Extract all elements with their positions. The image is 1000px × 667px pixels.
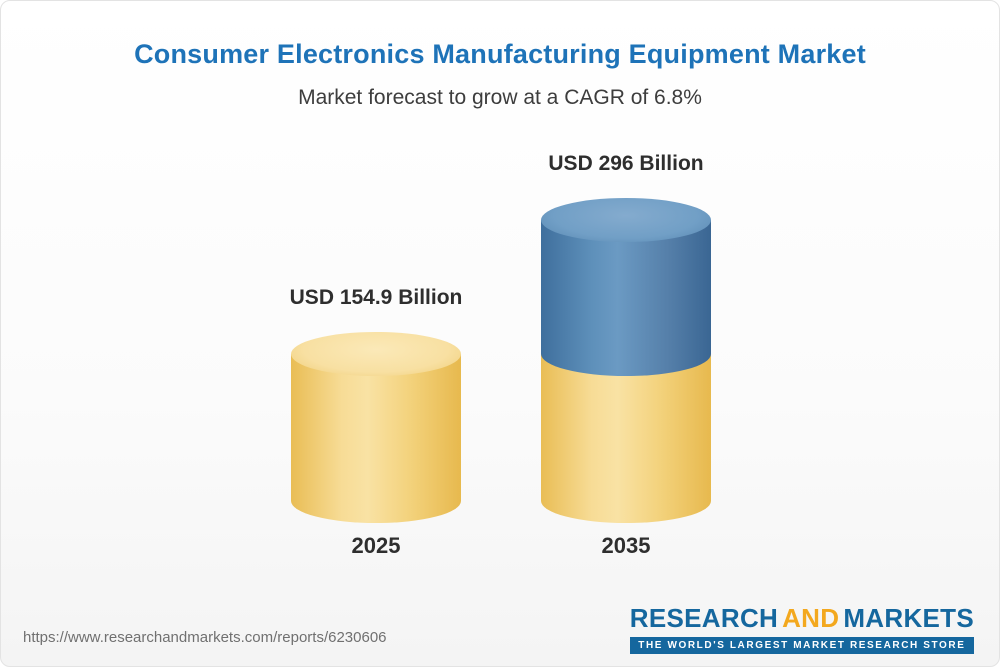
bar-category-label-2035: 2035 bbox=[601, 533, 651, 558]
brand-logo: RESEARCH AND MARKETS THE WORLD'S LARGEST M… bbox=[629, 603, 974, 654]
source-url[interactable]: https://www.researchandmarkets.com/repor… bbox=[23, 629, 387, 646]
bar-value-label-2025: USD 154.9 Billion bbox=[289, 285, 463, 309]
brand-logo-text: RESEARCH AND MARKETS bbox=[630, 603, 974, 634]
cylinder-segment-2025-base bbox=[291, 353, 461, 523]
chart-title: Consumer Electronics Manufacturing Equip… bbox=[134, 39, 866, 69]
logo-markets-word: MARKETS bbox=[843, 603, 974, 633]
bar-value-label-2035: USD 296 Billion bbox=[548, 151, 704, 175]
chart-subtitle: Market forecast to grow at a CAGR of 6.8… bbox=[298, 86, 702, 109]
logo-research-word: RESEARCH bbox=[629, 603, 779, 633]
cylinder-cap-2025 bbox=[291, 331, 461, 376]
brand-tagline: THE WORLD'S LARGEST MARKET RESEARCH STOR… bbox=[629, 637, 974, 654]
cylinder-cap-2035 bbox=[541, 197, 711, 242]
cylinder-segment-2035-base bbox=[541, 353, 711, 523]
logo-and-word: AND bbox=[782, 603, 840, 633]
bar-chart: USD 154.9 Billion 2025 USD 296 Billion 2035 bbox=[1, 141, 999, 581]
cylinder-segment-2035-growth bbox=[541, 219, 711, 376]
bar-category-label-2025: 2025 bbox=[351, 533, 401, 558]
chart-header: Consumer Electronics Manufacturing Equip… bbox=[1, 39, 999, 110]
